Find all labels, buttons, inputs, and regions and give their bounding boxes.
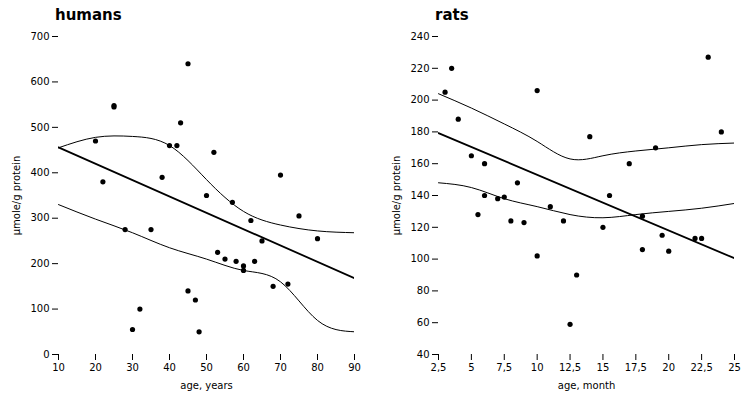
svg-text:μmole/g protein: μmole/g protein [391,156,402,236]
svg-text:180: 180 [410,126,429,137]
svg-text:120: 120 [410,222,429,233]
svg-text:age, month: age, month [558,380,615,391]
svg-text:5: 5 [468,362,474,373]
svg-text:30: 30 [126,362,139,373]
svg-text:10: 10 [52,362,65,373]
svg-text:700: 700 [30,31,49,42]
svg-text:100: 100 [30,303,49,314]
svg-text:600: 600 [30,76,49,87]
svg-text:7,5: 7,5 [496,362,512,373]
svg-text:40: 40 [417,349,430,360]
svg-text:60: 60 [237,362,250,373]
svg-text:22,5: 22,5 [690,362,712,373]
svg-text:160: 160 [410,158,429,169]
svg-text:80: 80 [417,285,430,296]
svg-text:2,5: 2,5 [431,362,447,373]
svg-text:25: 25 [728,362,741,373]
html-text:rats: rats [435,6,469,24]
svg-text:μmole/g protein: μmole/g protein [11,156,22,236]
svg-text:140: 140 [410,190,429,201]
svg-text:20: 20 [89,362,102,373]
svg-text:0: 0 [43,349,49,360]
svg-text:17,5: 17,5 [625,362,647,373]
svg-text:20: 20 [662,362,675,373]
svg-text:10: 10 [531,362,544,373]
svg-text:400: 400 [30,167,49,178]
svg-text:220: 220 [410,63,429,74]
svg-text:60: 60 [417,317,430,328]
svg-text:240: 240 [410,31,429,42]
svg-text:90: 90 [348,362,361,373]
svg-text:500: 500 [30,122,49,133]
svg-text:15: 15 [597,362,610,373]
svg-text:50: 50 [200,362,213,373]
svg-text:80: 80 [311,362,324,373]
svg-text:age, years: age, years [180,380,233,391]
svg-text:300: 300 [30,212,49,223]
svg-text:40: 40 [163,362,176,373]
svg-text:200: 200 [30,258,49,269]
svg-text:70: 70 [274,362,287,373]
svg-text:100: 100 [410,253,429,264]
html-text:humans: humans [55,6,122,24]
svg-text:12,5: 12,5 [559,362,581,373]
svg-text:200: 200 [410,94,429,105]
